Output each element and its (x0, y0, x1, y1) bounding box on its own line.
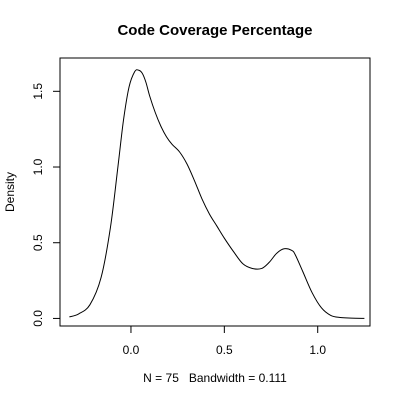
chart-title: Code Coverage Percentage (117, 22, 312, 39)
density-curve (69, 69, 365, 319)
plot-frame (59, 57, 371, 327)
x-tick-label: 0.5 (216, 343, 233, 357)
x-axis-label: N = 75 Bandwidth = 0.111 (143, 371, 287, 385)
y-tick-label: 0.0 (31, 310, 45, 327)
y-axis-label: Density (3, 172, 17, 212)
y-axis: 0.0 0.5 1.0 1.5 (31, 83, 60, 327)
x-tick-label: 1.0 (309, 343, 326, 357)
y-tick-label: 1.0 (31, 158, 45, 175)
y-tick-label: 0.5 (31, 234, 45, 251)
x-tick-label: 0.0 (123, 343, 140, 357)
x-axis: 0.0 0.5 1.0 (123, 326, 326, 357)
y-tick-label: 1.5 (31, 83, 45, 100)
